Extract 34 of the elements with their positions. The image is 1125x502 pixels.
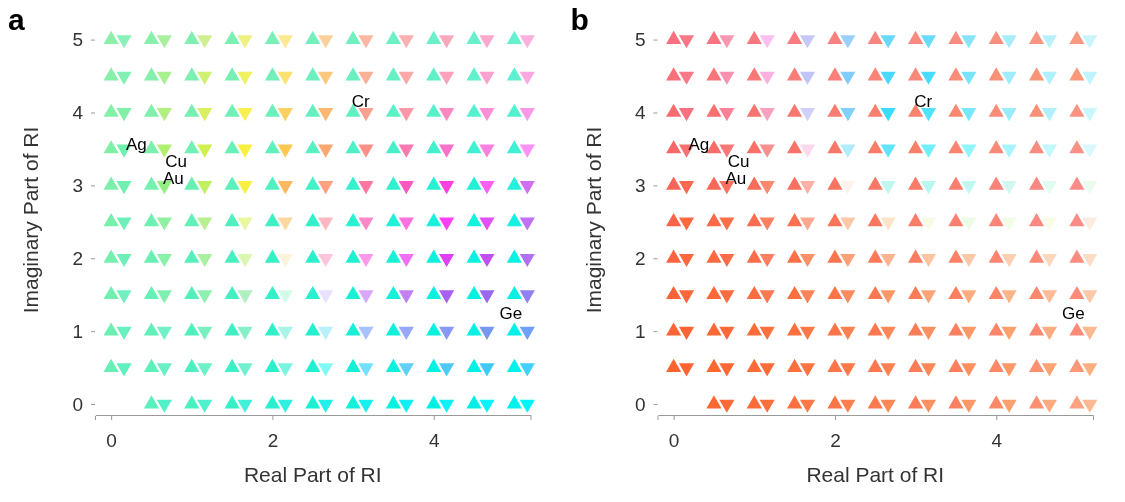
annotation: Cr xyxy=(351,92,370,112)
y-axis-title: Imaginary Part of RI xyxy=(19,126,42,314)
y-tick-label: 0 xyxy=(72,393,83,415)
x-tick-label: 4 xyxy=(991,430,1003,452)
annotation: Ge xyxy=(499,303,523,323)
y-tick-label: 5 xyxy=(72,29,83,51)
y-tick-label: 2 xyxy=(634,247,646,269)
annotation: Ge xyxy=(1062,303,1085,323)
annotation: Au xyxy=(162,168,184,188)
chart-title: a xyxy=(8,3,25,36)
x-tick-label: 0 xyxy=(106,430,117,452)
annotation: Ag xyxy=(125,135,147,155)
y-tick-label: 2 xyxy=(72,247,83,269)
y-tick-label: 0 xyxy=(634,393,646,415)
y-axis-title: Imaginary Part of RI xyxy=(581,126,605,314)
x-tick-label: 4 xyxy=(428,430,440,452)
annotation: Au xyxy=(725,168,747,188)
y-tick-label: 1 xyxy=(72,320,83,342)
annotation: Ag xyxy=(688,135,710,155)
x-axis-title: Real Part of RI xyxy=(243,463,382,486)
x-axis-title: Real Part of RI xyxy=(806,463,945,486)
y-tick-label: 4 xyxy=(634,102,646,124)
annotation: Cr xyxy=(914,92,933,112)
annotation: Cu xyxy=(165,151,187,171)
chart-title: b xyxy=(570,3,589,36)
y-tick-label: 1 xyxy=(634,320,646,342)
y-tick-label: 4 xyxy=(72,102,84,124)
x-tick-label: 2 xyxy=(267,430,279,452)
y-tick-label: 5 xyxy=(634,29,646,51)
x-tick-label: 2 xyxy=(830,430,841,452)
y-tick-label: 3 xyxy=(634,174,646,196)
y-tick-label: 3 xyxy=(72,174,83,196)
x-tick-label: 0 xyxy=(668,430,680,452)
annotation: Cu xyxy=(727,151,750,171)
